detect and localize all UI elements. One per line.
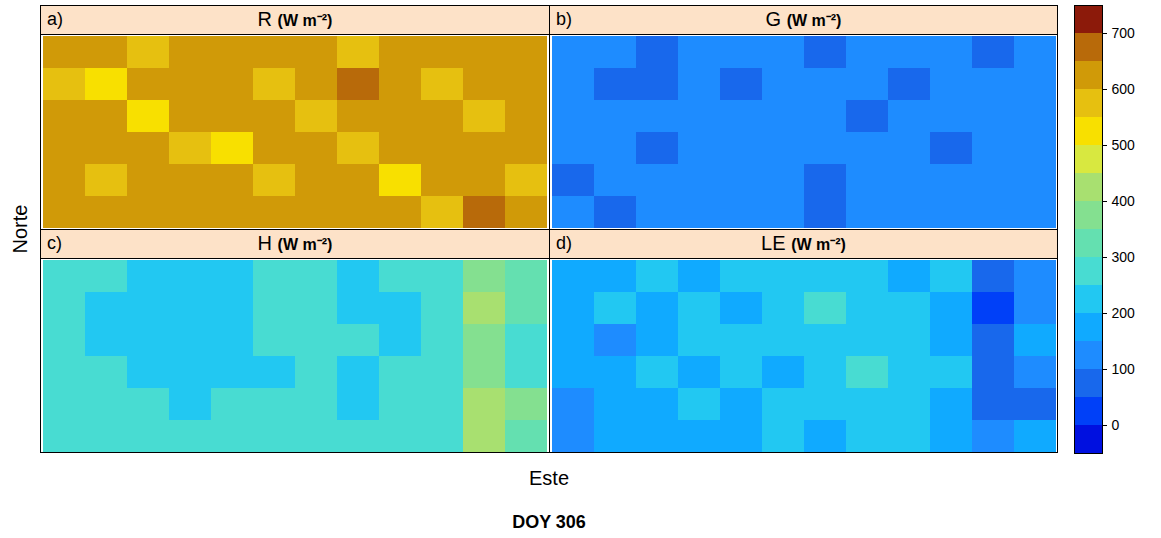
html-text:H(W m⁻²): H(W m⁻²) [257, 232, 333, 254]
svg-text:600: 600 [1112, 81, 1136, 97]
svg-text:700: 700 [1112, 25, 1136, 41]
html-text:LE(W m⁻²): LE(W m⁻²) [761, 232, 846, 254]
html-text:d): d) [556, 233, 572, 253]
html-text:Este: Este [529, 466, 569, 489]
svg-text:0: 0 [1112, 417, 1120, 433]
html-text:R(W m⁻²): R(W m⁻²) [257, 8, 333, 30]
svg-text:100: 100 [1112, 361, 1136, 377]
html-text:Norte: Norte [8, 204, 31, 254]
svg-text:300: 300 [1112, 249, 1136, 265]
html-text:b): b) [556, 9, 572, 29]
svg-text:500: 500 [1112, 137, 1136, 153]
svg-text:400: 400 [1112, 193, 1136, 209]
html-text:a): a) [47, 9, 63, 29]
svg-text:200: 200 [1112, 305, 1136, 321]
html-text:c): c) [47, 233, 62, 253]
html-text:G(W m⁻²): G(W m⁻²) [765, 8, 842, 30]
html-text:DOY 306: DOY 306 [512, 511, 586, 532]
